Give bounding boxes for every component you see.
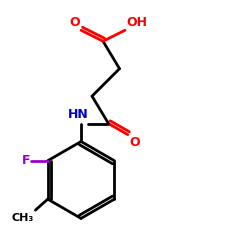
Text: CH₃: CH₃ [12, 213, 34, 223]
Text: O: O [129, 136, 140, 149]
Text: O: O [69, 16, 80, 29]
Text: OH: OH [126, 16, 147, 29]
Text: F: F [22, 154, 30, 167]
Text: HN: HN [68, 108, 89, 121]
